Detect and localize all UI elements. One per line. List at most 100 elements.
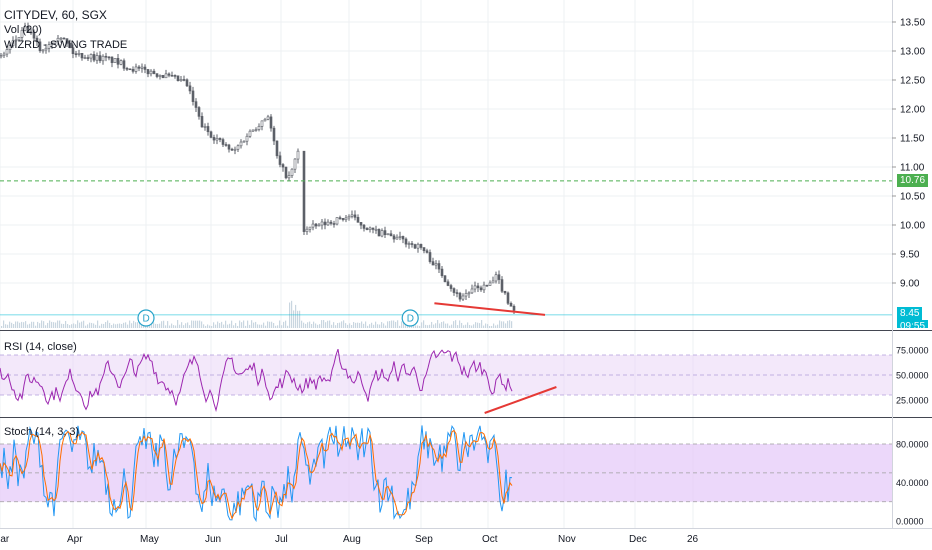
volume-bar [475,322,477,328]
time-tick-label: May [140,534,159,545]
candle-body [440,268,444,277]
volume-bar [71,324,73,328]
candle-body [497,274,501,280]
candle-body [488,282,492,286]
candle-body [491,280,495,284]
candle-body [425,250,429,253]
time-tick-label: 26 [687,534,699,545]
volume-bar [397,320,399,328]
candle-body [446,281,450,286]
candle-body [443,275,447,283]
volume-bar [201,321,203,328]
candle-body [188,85,192,92]
volume-bar [197,320,199,328]
volume-bar [79,322,81,328]
volume-bar [503,321,505,328]
support-trend-line [434,302,546,316]
candle-body [8,45,12,50]
candle-body [266,116,270,120]
volume-bar [353,322,355,328]
volume-bar [285,320,287,328]
stoch-tick-label: 0.0000 [896,517,924,527]
volume-bar [139,322,141,328]
candle-body [38,41,42,52]
volume-bar [125,322,127,328]
volume-bar [229,323,231,328]
candle-body [71,47,75,54]
candle-body [47,44,51,49]
candle-body [80,52,84,59]
volume-bar [99,325,101,328]
volume-bar [357,322,359,328]
volume-bar [97,320,99,328]
volume-bar [41,320,43,328]
volume-bar [359,322,361,328]
candle-body [236,145,240,150]
candle-body [398,236,402,238]
price-tick-label: 13.00 [900,47,925,58]
candle-body [464,293,468,297]
candle-body [140,66,144,69]
volume-bar [215,324,217,328]
volume-bar [21,321,23,328]
volume-bar [221,321,223,328]
volume-bar [355,322,357,328]
volume-bar [19,322,21,328]
volume-bar [441,321,443,328]
dividend-marker-label: D [407,314,414,325]
volume-bar [59,320,61,328]
volume-bar [259,324,261,328]
volume-bar [15,321,17,328]
volume-bar [91,322,93,328]
candle-body [104,55,108,58]
candle-body [107,56,111,59]
volume-bar [165,325,167,328]
volume-bar [51,321,53,328]
volume-bar [463,325,465,328]
candle-body [83,57,87,59]
price-tick-label: 9.00 [900,279,920,290]
level-price-badge: 10.76 [897,174,929,187]
candle-body [11,40,15,46]
price-tick-label: 12.50 [900,76,925,87]
volume-bar [121,324,123,328]
candle-body [173,75,177,77]
rsi-tick-label: 50.0000 [896,371,929,381]
stoch-d-line [0,429,513,520]
volume-bar [3,320,5,328]
volume-bar [339,322,341,328]
candle-body [482,284,486,291]
candle-body [122,60,126,69]
candle-body [44,47,48,51]
candle-body [344,217,348,221]
volume-bar [269,321,271,328]
volume-bar [9,321,11,328]
volume-bar [341,321,343,328]
candle-body [389,233,393,237]
volume-bar [117,323,119,328]
candle-body [155,73,159,77]
volume-bar [415,325,417,328]
candle-body [167,73,171,76]
volume-bar [219,323,221,328]
volume-bar [153,322,155,328]
volume-bar [35,325,37,328]
volume-bar [17,321,19,328]
candle-body [413,244,417,249]
volume-bar [465,324,467,328]
candle-body [374,228,378,231]
volume-bar [189,325,191,328]
volume-bar [235,323,237,328]
candle-body [161,74,165,79]
volume-bar [101,323,103,328]
price-tick-label: 10.00 [900,221,925,232]
volume-bar [45,325,47,328]
volume-bar [391,320,393,328]
volume-bar [315,323,317,328]
volume-bar [347,324,349,328]
volume-bar [63,323,65,328]
volume-bar [265,325,267,328]
volume-bar [83,320,85,328]
candle-body [215,138,219,141]
